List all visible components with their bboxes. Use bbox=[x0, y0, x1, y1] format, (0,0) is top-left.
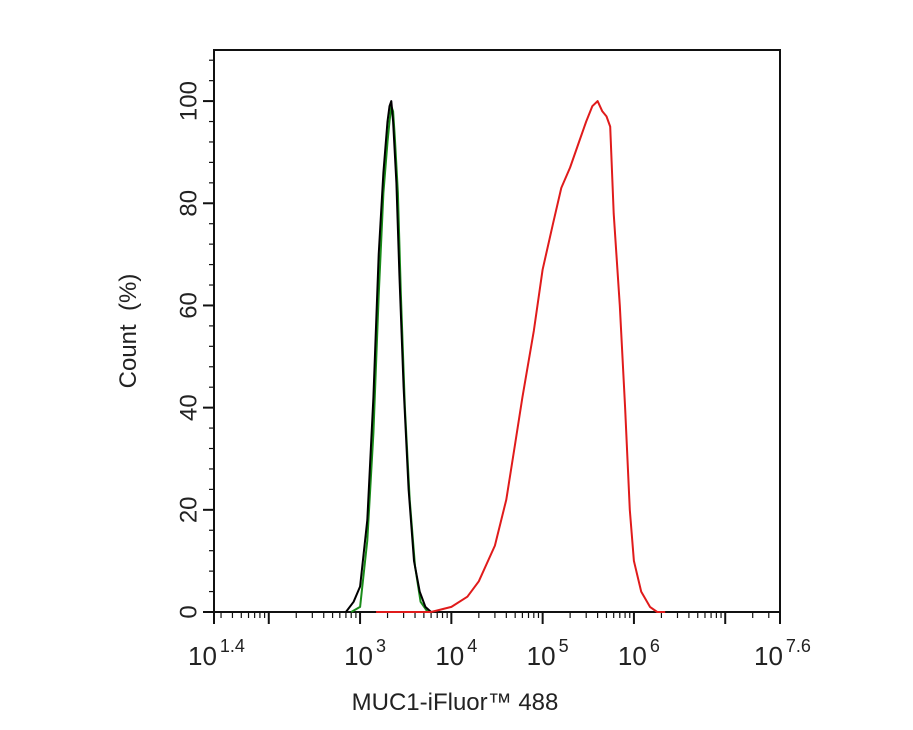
y-tick-label: 80 bbox=[176, 190, 203, 217]
x-tick-labels: 10 1.4 10 3 10 4 10 5 10 6 10 7.6 bbox=[188, 636, 811, 671]
minor-ticks bbox=[209, 59, 770, 618]
x-axis-title: MUC1-iFluor™ 488 bbox=[352, 689, 559, 716]
major-ticks bbox=[203, 100, 781, 624]
y-tick-label: 100 bbox=[176, 81, 203, 121]
x-tick-label: 10 4 bbox=[435, 636, 477, 671]
series-line-1 bbox=[350, 105, 429, 613]
x-tick-label: 10 7.6 bbox=[754, 636, 811, 671]
y-axis-title: Count (%) bbox=[115, 274, 142, 389]
x-tick-label: 10 6 bbox=[618, 636, 660, 671]
x-tick-label: 10 1.4 bbox=[188, 636, 245, 671]
y-tick-label: 40 bbox=[176, 394, 203, 421]
series-layer bbox=[345, 100, 666, 613]
y-tick-label: 60 bbox=[176, 292, 203, 319]
y-tick-label: 20 bbox=[176, 496, 203, 523]
x-tick-label: 10 3 bbox=[344, 636, 386, 671]
series-line-2 bbox=[345, 100, 432, 613]
series-line-3 bbox=[376, 100, 666, 613]
x-tick-label: 10 5 bbox=[527, 636, 569, 671]
y-tick-label: 0 bbox=[176, 605, 203, 618]
y-tick-labels: 0 20 40 60 80 100 bbox=[176, 81, 203, 619]
plot-frame bbox=[213, 49, 781, 613]
